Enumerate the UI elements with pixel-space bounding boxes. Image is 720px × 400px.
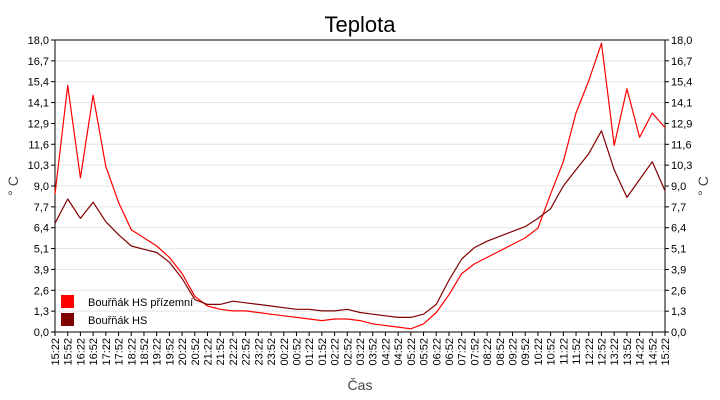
y-tick-label: 9,0 [671,181,686,193]
x-tick-label: 04:22 [380,338,392,366]
y-tick-label: 9,0 [34,181,49,193]
x-tick-label: 12:52 [596,338,608,366]
x-tick-label: 00:22 [279,338,291,366]
y-tick-label: 16,7 [28,56,49,68]
series-line-2 [54,130,666,318]
y-tick-label: 16,7 [671,56,692,68]
y-tick-label: 12,9 [28,118,49,130]
x-tick-label: 16:22 [75,338,87,366]
y-tick-label: 6,4 [34,223,49,235]
x-tick-label: 10:22 [533,338,545,366]
y-tick-label: 14,1 [671,98,692,110]
x-tick-label: 18:22 [126,338,138,366]
x-tick-label: 20:52 [190,338,202,366]
x-tick-label: 22:22 [228,338,240,366]
x-tick-label: 09:52 [520,338,532,366]
y-tick-label: 1,3 [671,306,686,318]
x-tick-label: 07:22 [457,338,469,366]
y-tick-label: 2,6 [671,285,686,297]
x-tick-label: 15:22 [660,338,672,366]
y-tick-label: 2,6 [34,285,49,297]
y-tick-label: 7,7 [671,202,686,214]
grid [55,60,665,312]
x-tick-label: 13:22 [609,338,621,366]
y-tick-label: 18,0 [671,35,692,47]
x-tick-label: 02:22 [330,338,342,366]
x-tick-label: 11:52 [571,338,583,365]
legend-swatch-1 [61,295,74,308]
y-tick-label: 12,9 [671,118,692,130]
x-tick-label: 05:52 [419,338,431,366]
y-tick-label: 0,0 [34,327,49,339]
series-group [54,42,666,330]
y-tick-label: 0,0 [671,327,686,339]
x-tick-label: 04:52 [393,338,405,366]
y-axis-title-left: ° C [5,176,21,196]
legend-label-1: Bouřňák HS přízemní [88,297,193,309]
x-tick-label: 03:52 [368,338,380,366]
x-tick-label: 11:22 [558,338,570,365]
x-tick-label: 21:22 [203,338,215,366]
x-tick-label: 00:52 [291,338,303,366]
x-tick-label: 03:22 [355,338,367,366]
x-tick-label: 08:52 [495,338,507,366]
y-tick-label: 5,1 [671,244,686,256]
x-tick-label: 14:52 [647,338,659,366]
x-tick-label: 02:52 [342,338,354,366]
x-tick-label: 12:22 [584,338,596,366]
y-tick-label: 15,4 [28,77,49,89]
x-tick-label: 18:52 [139,338,151,366]
x-tick-label: 06:52 [444,338,456,366]
x-tick-label: 13:52 [622,338,634,366]
chart-title: Teplota [325,12,397,37]
x-tick-label: 01:52 [317,338,329,366]
legend-label-2: Bouřňák HS [88,315,147,327]
y-tick-label: 10,3 [671,160,692,172]
y-tick-label: 7,7 [34,202,49,214]
x-tick-label: 15:52 [63,338,75,366]
x-axis: 15:22 15:52 16:22 16:52 17:22 17:52 18:22 18:52… [50,332,672,366]
y-tick-label: 5,1 [34,244,49,256]
x-tick-label: 15:22 [50,338,62,366]
y-tick-label: 14,1 [28,98,49,110]
x-tick-label: 17:52 [114,338,126,366]
x-tick-label: 14:22 [635,338,647,366]
y-tick-label: 6,4 [671,223,686,235]
x-tick-label: 21:52 [215,338,227,366]
x-tick-label: 01:22 [304,338,316,366]
x-tick-label: 07:52 [469,338,481,366]
x-tick-label: 22:52 [241,338,253,366]
y-axis-right: 0,0 1,3 2,6 3,9 5,1 6,4 7,7 9,0 10,3 11,6 12,9 14,1… [665,35,692,339]
x-tick-label: 20:22 [177,338,189,366]
x-axis-title: Čas [348,377,373,393]
y-tick-label: 1,3 [34,306,49,318]
legend: Bouřňák HS přízemní Bouřňák HS [61,295,193,327]
x-tick-label: 23:52 [266,338,278,366]
series-line-1 [54,42,666,330]
y-tick-label: 15,4 [671,77,692,89]
y-axis-left: 0,0 1,3 2,6 3,9 5,1 6,4 7,7 9,0 10,3 11,6 12,9 14,1… [28,35,55,339]
x-tick-label: 16:52 [88,338,100,366]
legend-swatch-2 [61,313,74,326]
y-tick-label: 3,9 [671,264,686,276]
y-axis-title-right: ° C [695,176,711,196]
x-tick-label: 09:22 [508,338,520,366]
y-tick-label: 11,6 [28,139,49,151]
x-tick-label: 19:22 [152,338,164,366]
y-tick-label: 11,6 [671,139,692,151]
y-tick-label: 18,0 [28,35,49,47]
x-tick-label: 23:22 [253,338,265,366]
x-tick-label: 17:22 [101,338,113,366]
x-tick-label: 06:22 [431,338,443,366]
y-tick-label: 3,9 [34,264,49,276]
y-tick-label: 10,3 [28,160,49,172]
x-tick-label: 10:52 [546,338,558,366]
x-tick-label: 19:52 [164,338,176,366]
x-tick-label: 05:22 [406,338,418,366]
x-tick-label: 08:22 [482,338,494,366]
